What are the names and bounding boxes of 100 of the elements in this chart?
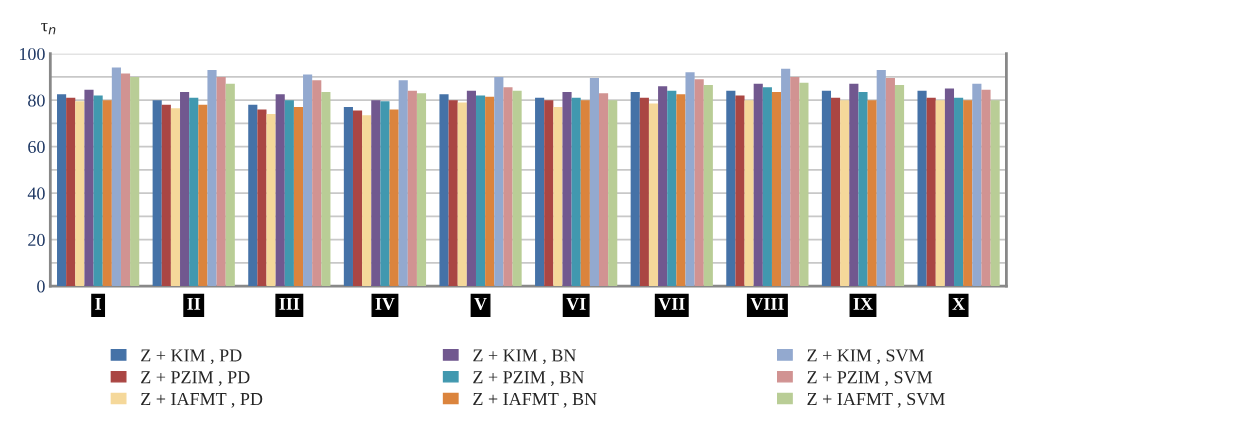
- bar: [457, 102, 467, 287]
- bar: [448, 100, 458, 287]
- bar: [303, 74, 313, 287]
- x-tick-label: III: [279, 297, 300, 310]
- bar: [876, 69, 886, 287]
- x-tick-label: II: [187, 297, 201, 310]
- bar: [771, 91, 782, 287]
- x-tick-label: VII: [658, 297, 685, 310]
- bar: [580, 100, 590, 287]
- legend-label: Z + IAFMT , BN: [473, 393, 597, 408]
- bar: [512, 90, 522, 287]
- bar: [885, 78, 895, 287]
- y-tick-label: 0: [37, 280, 45, 293]
- bar: [831, 97, 841, 287]
- bar: [466, 90, 476, 287]
- bar: [439, 94, 449, 287]
- bar: [935, 100, 945, 287]
- bar: [216, 76, 226, 287]
- bar: [416, 93, 427, 287]
- bar: [494, 76, 504, 287]
- bar: [343, 107, 353, 287]
- bar: [972, 83, 982, 287]
- bar: [821, 90, 832, 287]
- bar: [352, 110, 363, 287]
- bar: [198, 104, 208, 287]
- bar: [371, 100, 381, 287]
- bar: [571, 97, 581, 287]
- bar: [284, 100, 294, 287]
- legend-label: Z + KIM , PD: [141, 349, 242, 365]
- bar: [503, 87, 513, 287]
- bar: [726, 90, 736, 287]
- bar: [407, 90, 417, 287]
- y-tick-label: 100: [19, 47, 45, 61]
- bar: [849, 83, 859, 287]
- bar: [799, 82, 809, 287]
- x-tick-label: IV: [375, 297, 395, 310]
- legend-label: Z + PZIM , PD: [141, 371, 250, 386]
- bar: [535, 97, 545, 287]
- bar: [553, 107, 563, 287]
- bar: [111, 67, 121, 287]
- y-axis-title: τ$_{n}$: [41, 22, 56, 35]
- legend-label: Z + IAFMT , PD: [141, 393, 263, 408]
- bar: [152, 100, 162, 287]
- bar: [389, 109, 399, 287]
- bar: [981, 89, 991, 287]
- bar: [667, 90, 677, 287]
- bar: [321, 91, 331, 287]
- bar: [225, 83, 235, 287]
- bar: [207, 69, 217, 287]
- bar: [275, 94, 285, 287]
- bar: [676, 94, 686, 287]
- bar: [130, 76, 140, 287]
- legend-label: Z + IAFMT , SVM: [807, 392, 945, 408]
- bar: [293, 107, 304, 287]
- bar: [266, 114, 276, 287]
- bar: [93, 95, 103, 287]
- bar: [562, 91, 572, 287]
- bar: [658, 86, 668, 287]
- bar: [858, 91, 868, 287]
- bar: [180, 91, 190, 287]
- legend-label: Z + PZIM , BN: [473, 371, 584, 386]
- bar: [75, 101, 85, 287]
- bar: [648, 103, 659, 287]
- y-tick-label: 20: [28, 233, 45, 247]
- bar: [257, 109, 267, 287]
- x-tick-label: VI: [566, 297, 586, 310]
- bar: [781, 68, 791, 287]
- bar: [66, 97, 76, 287]
- x-tick-label: I: [95, 297, 102, 310]
- bar: [57, 94, 67, 287]
- y-tick-label: 80: [28, 94, 45, 107]
- bar: [762, 87, 772, 287]
- bar: [703, 85, 713, 287]
- bar: [867, 100, 877, 287]
- legend-label: Z + PZIM , SVM: [807, 371, 933, 386]
- bar: [954, 97, 964, 287]
- bar: [685, 72, 695, 287]
- bar: [170, 108, 181, 287]
- bar: [362, 115, 372, 287]
- bar: [102, 100, 112, 287]
- bar: [312, 80, 322, 287]
- bar: [544, 100, 554, 287]
- bar: [963, 100, 973, 287]
- bar: [630, 91, 640, 287]
- bar: [894, 85, 905, 287]
- x-tick-label: VIII: [750, 297, 784, 310]
- bar: [840, 100, 850, 287]
- bar: [161, 104, 171, 287]
- bar: [608, 100, 618, 287]
- bar: [944, 88, 955, 287]
- bar: [694, 79, 704, 287]
- legend-label: Z + KIM , BN: [473, 349, 576, 365]
- bar: [639, 97, 649, 287]
- bar: [189, 97, 199, 287]
- bar: [84, 89, 94, 287]
- bar: [753, 83, 763, 287]
- bar: [926, 97, 936, 287]
- x-tick-label: IX: [853, 297, 873, 310]
- bar: [735, 95, 745, 287]
- bar: [380, 101, 390, 287]
